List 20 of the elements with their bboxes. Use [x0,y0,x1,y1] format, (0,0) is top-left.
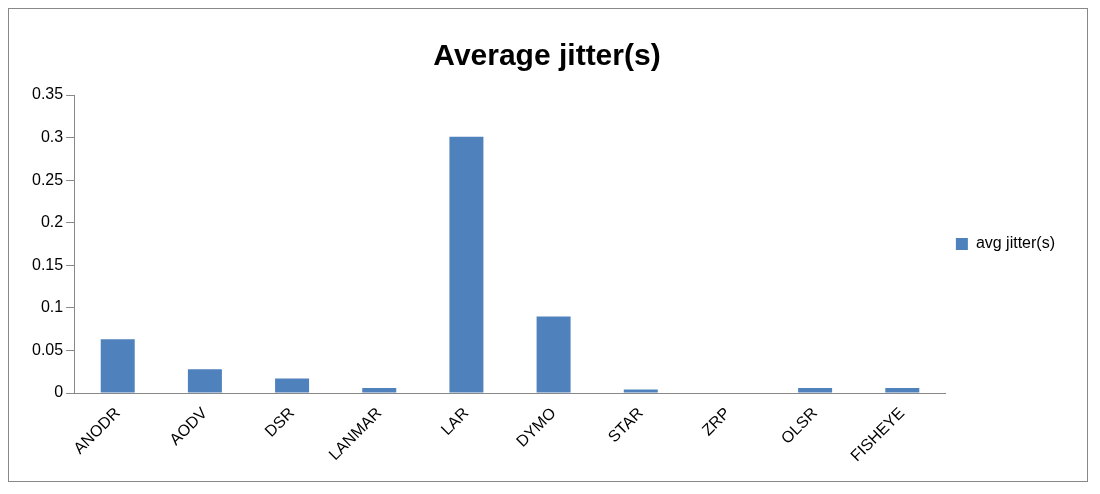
legend-label: avg jitter(s) [975,234,1055,252]
y-tick-label: 0.1 [40,298,64,316]
bar [362,387,397,393]
bar [885,387,920,393]
y-tick-label: 0.2 [40,213,64,231]
bar [100,339,135,393]
y-tick-label: 0.35 [32,85,64,103]
chart-title: Average jitter(s) [433,38,661,72]
bar [187,369,222,393]
bar [275,378,310,393]
y-tick-label: 0.05 [32,340,64,358]
bar [536,316,571,393]
y-tick-label: 0 [54,383,64,401]
bar [449,136,484,393]
bar [798,387,833,393]
y-tick-label: 0.3 [40,127,64,145]
x-tick-label: LAR [437,404,472,439]
y-tick-label: 0.15 [32,255,64,273]
y-tick-label: 0.25 [32,170,64,188]
bar [623,389,658,393]
